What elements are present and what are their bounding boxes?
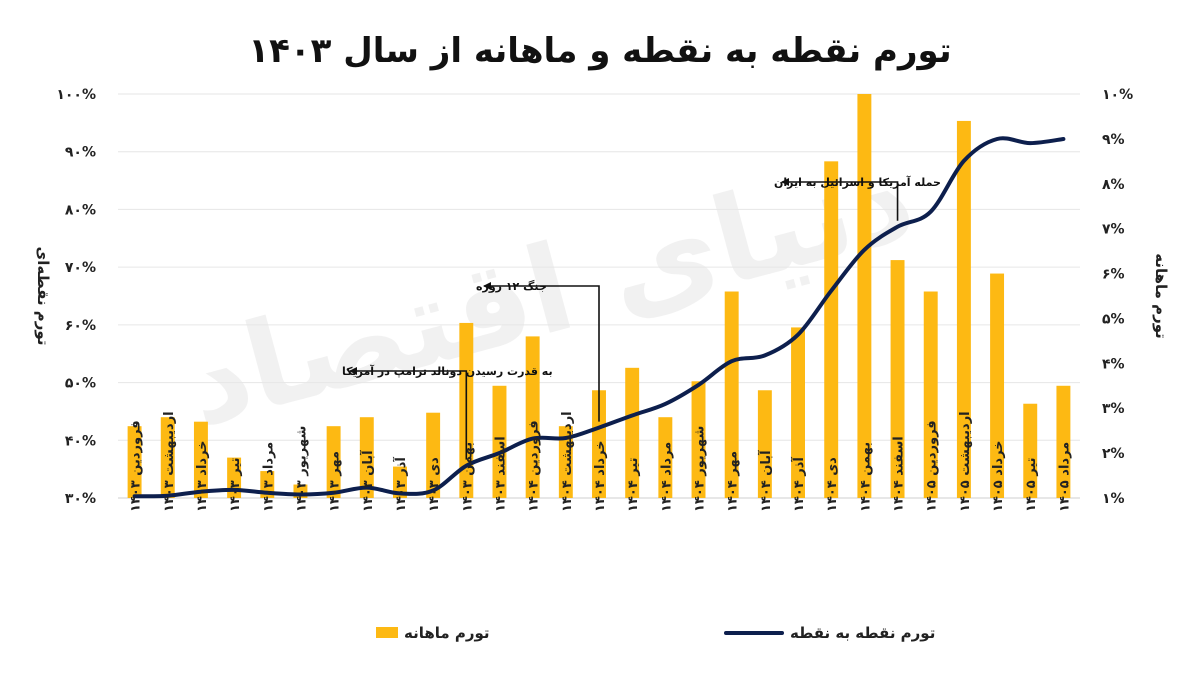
y-right-tick-label: ۹% [1102, 132, 1125, 148]
bar-monthly [558, 426, 573, 498]
x-tick-label: اردیبهشت ۱۴۰۵ [958, 411, 973, 512]
legend-label-line: تورم نقطه به نقطه [790, 624, 935, 642]
x-tick-label: دی ۱۴۰۴ [825, 457, 840, 512]
y-left-tick-label: ۸۰% [65, 202, 96, 218]
y-right-tick-label: ۱% [1102, 491, 1125, 507]
y-right-tick-label: ۷% [1102, 222, 1125, 238]
bar-monthly [956, 120, 971, 498]
x-tick-label: آبان ۱۴۰۳ [359, 450, 376, 512]
y-left-tick-label: ۴۰% [65, 433, 96, 449]
x-tick-label: تیر ۱۴۰۴ [626, 457, 641, 512]
annotations: به قدرت رسیدن دونالد ترامپ در آمریکا جنگ … [342, 175, 941, 460]
bar-monthly [326, 426, 341, 498]
bar-monthly [127, 426, 142, 498]
y-left-tick-label: ۹۰% [65, 145, 96, 161]
bar-monthly [923, 291, 938, 498]
bar-monthly [392, 466, 407, 498]
line-point-to-point [132, 136, 1066, 499]
x-tick-label: خرداد ۱۴۰۵ [991, 440, 1006, 512]
legend-swatch-monthly [376, 627, 398, 638]
x-axis: فروردین ۱۴۰۳ اردیبهشت ۱۴۰۳ خرداد ۱۴۰۳ تیر ۱… [129, 411, 1073, 512]
bar-monthly [757, 390, 772, 498]
y-right-tick-label: ۲% [1102, 446, 1125, 462]
x-tick-label: خرداد ۱۴۰۴ [593, 440, 608, 512]
bar-monthly [193, 421, 208, 498]
x-tick-label: مهر ۱۴۰۴ [726, 451, 741, 512]
annotation-label: حمله آمریکا و اسرائیل به ایران [774, 175, 941, 189]
y-right-tick-label: ۵% [1102, 311, 1125, 327]
x-tick-label: اسفند ۱۴۰۴ [892, 436, 907, 512]
bar-monthly [1056, 385, 1071, 498]
y-axis-left-label: تورم نقطه‌ای [34, 247, 52, 346]
x-tick-label: آذر ۱۴۰۳ [392, 457, 409, 512]
y-axis-right: ۱% ۲% ۳% ۴% ۵% ۶% ۷% ۸% ۹% ۱۰% [1102, 87, 1133, 507]
y-right-tick-label: ۸% [1102, 177, 1125, 193]
y-axis-right-label: تورم ماهانه [1152, 253, 1170, 339]
annotation-label: به قدرت رسیدن دونالد ترامپ در آمریکا [342, 364, 553, 378]
x-tick-label: بهمن ۱۴۰۴ [858, 442, 873, 512]
x-tick-label: آذر ۱۴۰۴ [790, 457, 807, 512]
y-right-tick-label: ۶% [1102, 267, 1125, 283]
x-tick-label: بهمن ۱۴۰۳ [460, 442, 475, 512]
bar-monthly [625, 367, 640, 498]
x-tick-label: مرداد ۱۴۰۴ [659, 442, 674, 512]
y-right-tick-label: ۴% [1102, 356, 1125, 372]
bar-monthly [990, 273, 1005, 498]
bar-monthly [890, 260, 905, 498]
bar-monthly [824, 161, 839, 499]
legend-label-monthly: تورم ماهانه [404, 624, 490, 642]
x-tick-label: فروردین ۱۴۰۳ [129, 420, 144, 512]
y-left-tick-label: ۷۰% [65, 260, 96, 276]
bar-monthly [724, 291, 739, 498]
bar-monthly [791, 327, 806, 498]
annotation-label: جنگ ۱۲ روزه [476, 279, 547, 293]
x-tick-label: مرداد ۱۴۰۵ [1057, 442, 1072, 512]
annotation-arrow [781, 178, 899, 221]
y-right-tick-label: ۳% [1102, 401, 1125, 417]
y-left-tick-label: ۳۰% [65, 491, 96, 507]
x-tick-label: آبان ۱۴۰۴ [757, 450, 774, 512]
x-tick-label: اسفند ۱۴۰۳ [493, 436, 508, 512]
x-tick-label: مرداد ۱۴۰۳ [261, 442, 276, 512]
bar-monthly [525, 336, 540, 498]
legend: تورم ماهانه تورم نقطه به نقطه [376, 624, 935, 642]
x-tick-label: تیر ۱۴۰۳ [228, 457, 243, 512]
bar-monthly [160, 417, 175, 498]
bar-monthly [1023, 403, 1038, 498]
bar-monthly [691, 381, 706, 498]
annotation-arrow [349, 367, 468, 460]
x-tick-label: فروردین ۱۴۰۴ [527, 420, 542, 512]
chart-title: تورم نقطه به نقطه و ماهانه از سال ۱۴۰۳ [248, 31, 951, 71]
x-tick-label: خرداد ۱۴۰۳ [195, 440, 210, 512]
bar-monthly [492, 385, 507, 498]
y-left-tick-label: ۵۰% [65, 376, 96, 392]
x-tick-label: مهر ۱۴۰۳ [328, 451, 343, 512]
bar-monthly [592, 390, 606, 498]
x-tick-label: شهریور ۱۴۰۴ [693, 426, 708, 512]
bar-monthly [359, 417, 374, 498]
bar-monthly [658, 417, 673, 498]
annotation-arrow [483, 282, 600, 422]
y-left-tick-label: ۱۰۰% [56, 87, 96, 103]
bar-monthly [857, 94, 872, 498]
line-series-path [132, 136, 1066, 499]
x-tick-label: اردیبهشت ۱۴۰۴ [560, 411, 575, 512]
x-tick-label: فروردین ۱۴۰۵ [925, 420, 940, 512]
x-tick-label: تیر ۱۴۰۵ [1024, 457, 1039, 512]
y-left-tick-label: ۶۰% [65, 318, 96, 334]
x-tick-label: شهریور ۱۴۰۳ [294, 426, 309, 512]
bar-monthly [426, 412, 441, 498]
y-axis-left: ۳۰% ۴۰% ۵۰% ۶۰% ۷۰% ۸۰% ۹۰% ۱۰۰% [56, 87, 96, 507]
x-tick-label: اردیبهشت ۱۴۰۳ [162, 411, 177, 512]
y-right-tick-label: ۱۰% [1102, 87, 1133, 103]
x-tick-label: دی ۱۴۰۳ [427, 457, 442, 512]
